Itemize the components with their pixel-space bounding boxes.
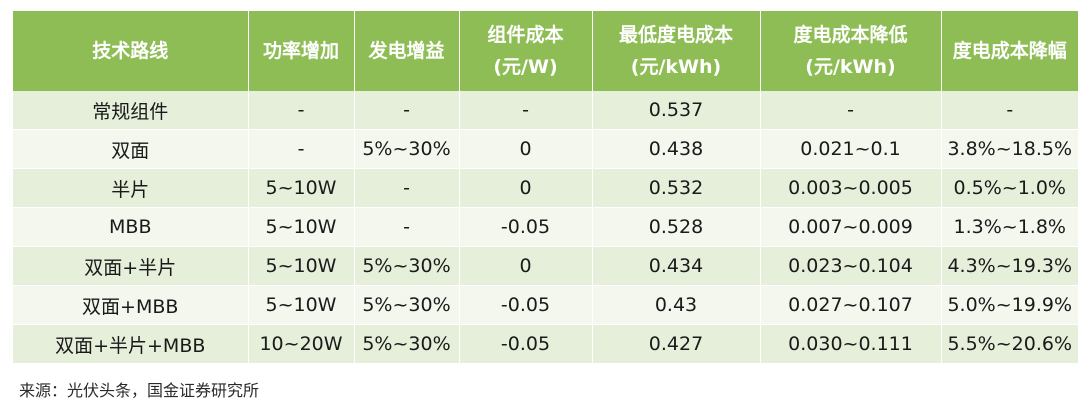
cell-power-increase: - xyxy=(248,129,355,169)
cell-lcoe-reduction: 0.021~0.1 xyxy=(760,129,942,169)
cell-module-cost: 0 xyxy=(459,129,593,169)
cell-power-increase: 5~10W xyxy=(248,207,355,247)
cell-tech-route: MBB xyxy=(13,207,249,247)
cell-power-increase: - xyxy=(248,91,355,130)
table-row: 双面 - 5%~30% 0 0.438 0.021~0.1 3.8%~18.5% xyxy=(13,129,1078,169)
cell-lcoe-reduction: 0.027~0.107 xyxy=(760,285,942,325)
cell-min-lcoe: 0.438 xyxy=(592,129,761,169)
header-line: 组件成本 xyxy=(487,24,564,46)
cell-tech-route: 双面+半片 xyxy=(13,246,249,286)
table-row: 双面+MBB 5~10W 5%~30% -0.05 0.43 0.027~0.1… xyxy=(13,285,1078,325)
header-min-lcoe: 最低度电成本 (元/kWh) xyxy=(592,11,761,91)
cell-min-lcoe: 0.43 xyxy=(592,285,761,325)
cell-tech-route: 双面+MBB xyxy=(13,285,249,325)
header-lcoe-reduction: 度电成本降低 (元/kWh) xyxy=(760,11,942,91)
header-power-increase: 功率增加 xyxy=(248,11,355,91)
header-lcoe-reduction-pct: 度电成本降幅 xyxy=(941,11,1078,91)
header-line: 度电成本降低 xyxy=(793,24,908,46)
header-line: 发电增益 xyxy=(368,40,445,62)
cell-power-increase: 5~10W xyxy=(248,246,355,286)
cell-lcoe-reduction-pct: 0.5%~1.0% xyxy=(941,168,1078,208)
table-row: 双面+半片 5~10W 5%~30% 0 0.434 0.023~0.104 4… xyxy=(13,246,1078,286)
cell-tech-route: 半片 xyxy=(13,168,249,208)
header-unit: (元/W) xyxy=(493,56,558,78)
source-note: 来源：光伏头条，国金证券研究所 xyxy=(19,381,260,400)
cell-module-cost: -0.05 xyxy=(459,207,593,247)
cell-lcoe-reduction-pct: 3.8%~18.5% xyxy=(941,129,1078,169)
cell-generation-gain: - xyxy=(354,91,460,130)
header-line: 最低度电成本 xyxy=(618,24,733,46)
cell-min-lcoe: 0.434 xyxy=(592,246,761,286)
cell-generation-gain: - xyxy=(354,207,460,247)
table-row: 半片 5~10W - 0 0.532 0.003~0.005 0.5%~1.0% xyxy=(13,168,1078,208)
header-module-cost: 组件成本 (元/W) xyxy=(459,11,593,91)
cell-lcoe-reduction: 0.007~0.009 xyxy=(760,207,942,247)
header-unit: (元/kWh) xyxy=(805,56,896,78)
cell-lcoe-reduction: - xyxy=(760,91,942,130)
cell-min-lcoe: 0.528 xyxy=(592,207,761,247)
cell-lcoe-reduction-pct: 1.3%~1.8% xyxy=(941,207,1078,247)
cell-lcoe-reduction: 0.003~0.005 xyxy=(760,168,942,208)
cell-generation-gain: 5%~30% xyxy=(354,246,460,286)
cell-module-cost: -0.05 xyxy=(459,324,593,364)
cell-tech-route: 常规组件 xyxy=(13,91,249,130)
cell-lcoe-reduction: 0.023~0.104 xyxy=(760,246,942,286)
cell-module-cost: -0.05 xyxy=(459,285,593,325)
cell-lcoe-reduction-pct: - xyxy=(941,91,1078,130)
table-row: 双面+半片+MBB 10~20W 5%~30% -0.05 0.427 0.03… xyxy=(13,324,1078,364)
cell-lcoe-reduction-pct: 5.0%~19.9% xyxy=(941,285,1078,325)
header-line: 功率增加 xyxy=(262,40,339,62)
cell-generation-gain: 5%~30% xyxy=(354,285,460,325)
cell-lcoe-reduction-pct: 5.5%~20.6% xyxy=(941,324,1078,364)
header-unit: (元/kWh) xyxy=(630,56,722,78)
cell-min-lcoe: 0.427 xyxy=(592,324,761,364)
cell-generation-gain: 5%~30% xyxy=(354,129,460,169)
table-row: MBB 5~10W - -0.05 0.528 0.007~0.009 1.3%… xyxy=(13,207,1078,247)
cell-tech-route: 双面 xyxy=(13,129,249,169)
cell-power-increase: 5~10W xyxy=(248,168,355,208)
cell-tech-route: 双面+半片+MBB xyxy=(13,324,249,364)
header-line: 度电成本降幅 xyxy=(952,40,1067,62)
cell-module-cost: - xyxy=(459,91,593,130)
cell-generation-gain: - xyxy=(354,168,460,208)
header-line: 技术路线 xyxy=(92,40,169,62)
comparison-table: 技术路线 功率增加 发电增益 组件成本 (元/W) 最低度电成本 (元/kWh) xyxy=(13,11,1078,364)
cell-lcoe-reduction-pct: 4.3%~19.3% xyxy=(941,246,1078,286)
cell-lcoe-reduction: 0.030~0.111 xyxy=(760,324,942,364)
header-generation-gain: 发电增益 xyxy=(354,11,460,91)
table-row: 常规组件 - - - 0.537 - - xyxy=(13,91,1078,130)
table-header: 技术路线 功率增加 发电增益 组件成本 (元/W) 最低度电成本 (元/kWh) xyxy=(13,11,1078,91)
header-row: 技术路线 功率增加 发电增益 组件成本 (元/W) 最低度电成本 (元/kWh) xyxy=(13,11,1078,91)
cell-generation-gain: 5%~30% xyxy=(354,324,460,364)
cell-power-increase: 5~10W xyxy=(248,285,355,325)
cell-min-lcoe: 0.532 xyxy=(592,168,761,208)
cell-min-lcoe: 0.537 xyxy=(592,91,761,130)
table-body: 常规组件 - - - 0.537 - - 双面 - 5%~30% 0 0.438… xyxy=(13,91,1078,364)
header-tech-route: 技术路线 xyxy=(13,11,249,91)
cell-module-cost: 0 xyxy=(459,246,593,286)
cell-module-cost: 0 xyxy=(459,168,593,208)
cell-power-increase: 10~20W xyxy=(248,324,355,364)
